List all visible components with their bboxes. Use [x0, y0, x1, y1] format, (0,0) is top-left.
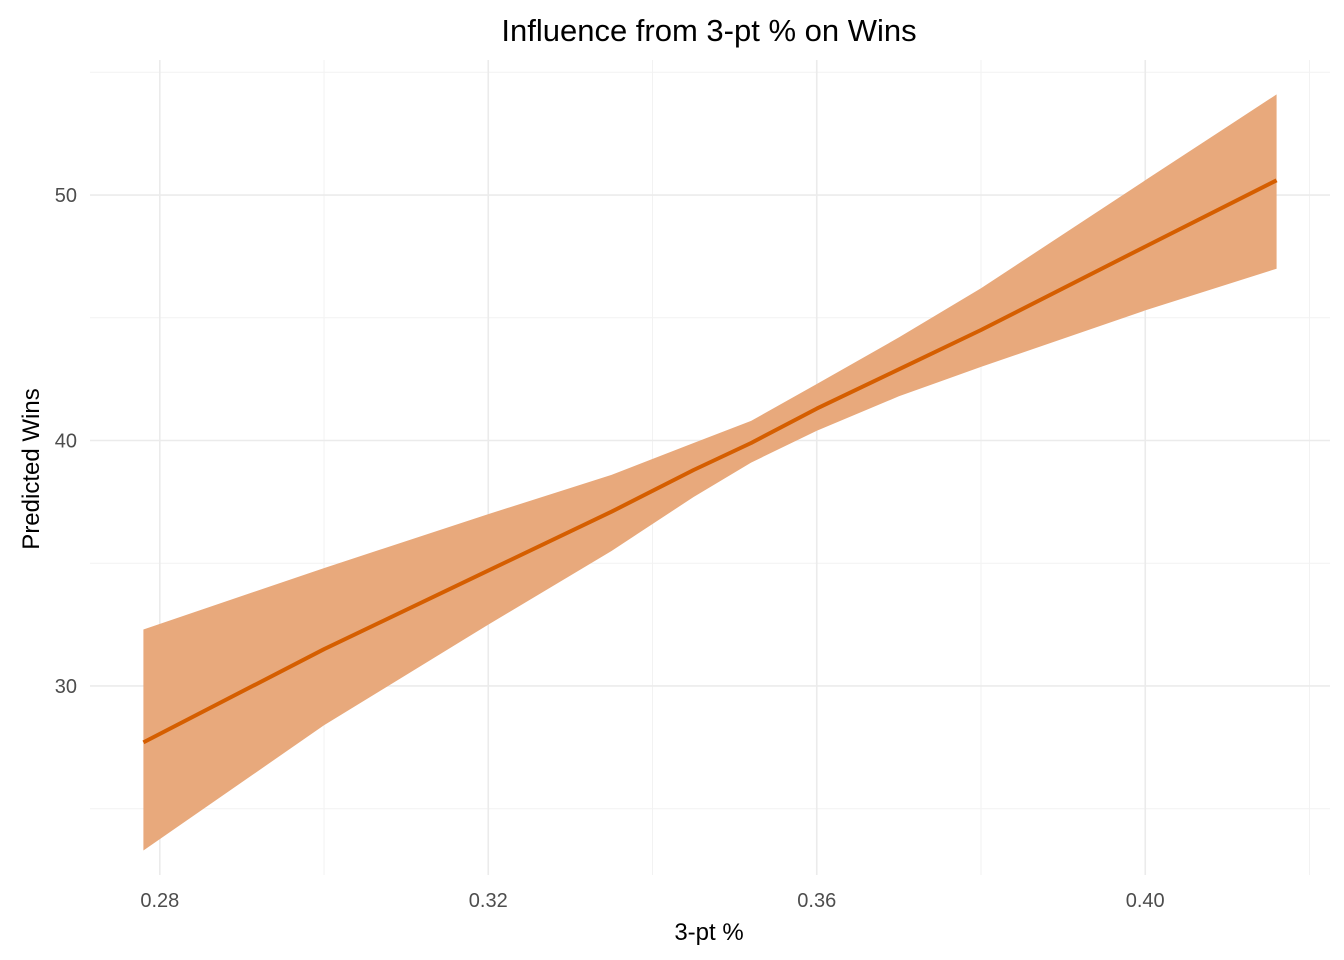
- fit-line-layer: [142, 178, 1278, 745]
- confidence-band: [143, 94, 1277, 851]
- confidence-band-layer: [143, 94, 1277, 851]
- y-tick-label: 40: [55, 430, 77, 452]
- tick-labels: 0.28 0.32 0.36 0.40 30 40 50: [55, 185, 1165, 912]
- x-tick-label: 0.40: [1126, 890, 1165, 912]
- x-tick-label: 0.32: [469, 890, 508, 912]
- minor-gridlines: [90, 60, 1330, 875]
- y-tick-label: 50: [55, 185, 77, 207]
- chart-title: Influence from 3-pt % on Wins: [501, 13, 916, 48]
- x-tick-label: 0.36: [797, 890, 836, 912]
- y-axis-label: Predicted Wins: [18, 388, 45, 549]
- x-tick-label: 0.28: [140, 890, 179, 912]
- fit-line: [142, 178, 1278, 745]
- x-axis-label: 3-pt %: [674, 919, 743, 946]
- y-tick-label: 30: [55, 676, 77, 698]
